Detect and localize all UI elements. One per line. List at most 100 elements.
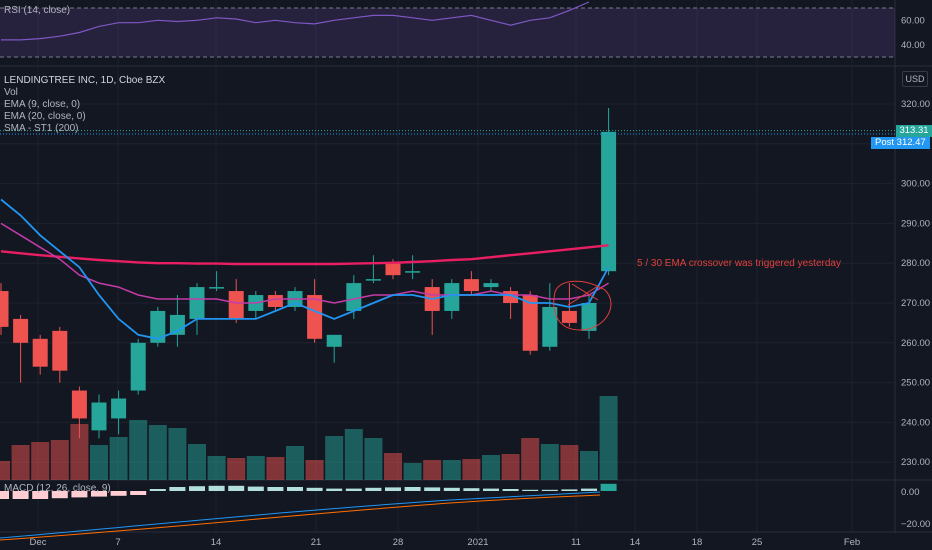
annotation-circle (553, 280, 612, 331)
x-axis-label: 7 (115, 537, 120, 548)
volume-bar (344, 429, 363, 480)
price-tick-label: 290.00 (901, 218, 930, 229)
volume-bar (11, 445, 30, 480)
candle-body (561, 310, 577, 323)
volume-bar (266, 457, 285, 480)
macd-histogram-bar (12, 491, 29, 499)
volume-bar (246, 456, 265, 480)
price-tick-label: 320.00 (901, 99, 930, 110)
volume-bar (403, 463, 422, 480)
volume-bar (90, 445, 108, 480)
price-tick-label: 270.00 (901, 298, 930, 309)
macd-histogram-bar (443, 487, 460, 491)
macd-histogram-bar (306, 487, 323, 491)
volume-bar (364, 438, 383, 480)
volume-bar (129, 420, 148, 480)
volume-bar (50, 440, 69, 480)
macd-histogram-bar (365, 487, 382, 491)
macd-histogram-bar (32, 491, 49, 499)
ema9-legend: EMA (9, close, 0) (4, 99, 81, 110)
candle-body (405, 271, 421, 273)
ema20-legend: EMA (20, close, 0) (4, 111, 86, 122)
candle-body (52, 330, 68, 371)
volume-bar (31, 442, 50, 480)
candle-body (0, 291, 9, 327)
macd-tick-label: −20.00 (901, 519, 930, 530)
volume-bar (325, 436, 344, 480)
x-axis-label: 18 (692, 537, 703, 548)
volume-bar (560, 445, 579, 480)
candle-body (522, 295, 538, 351)
macd-signal-line (0, 494, 601, 541)
x-axis-label: 25 (752, 537, 763, 548)
candle-body (365, 279, 381, 281)
macd-histogram-bar (345, 488, 362, 491)
crossover-note: 5 / 30 EMA crossover was triggered yeste… (637, 258, 841, 269)
volume-bar (227, 458, 246, 480)
price-tick-label: 260.00 (901, 338, 930, 349)
candle-body (13, 318, 29, 343)
macd-histogram-bar (189, 486, 205, 491)
macd-histogram-bar (110, 491, 127, 496)
candle-body (601, 131, 617, 272)
macd-histogram-bar (541, 489, 558, 491)
rsi-tick-label: 40.00 (901, 40, 925, 51)
currency-button[interactable]: USD (902, 71, 928, 87)
volume-bar (501, 454, 520, 480)
rsi-line (1, 1, 590, 41)
candle-body (91, 402, 107, 431)
volume-bar (599, 396, 618, 480)
macd-histogram-bar (228, 485, 245, 491)
x-axis-label: 21 (311, 537, 322, 548)
symbol-title: LENDINGTREE INC, 1D, Cboe BZX (4, 75, 166, 86)
volume-bar (148, 425, 167, 480)
x-axis-label: Feb (844, 537, 860, 548)
macd-histogram-bar (247, 486, 264, 491)
macd-histogram-bar (600, 483, 617, 491)
candle-body (71, 390, 87, 419)
macd-histogram-bar (0, 491, 9, 499)
volume-bar (521, 438, 540, 480)
sma200-line (0, 244, 609, 266)
annotation-stroke (571, 283, 599, 301)
volume-bar (0, 461, 10, 480)
macd-histogram-bar (404, 487, 421, 491)
macd-histogram-bar (522, 489, 539, 491)
price-tick-label: 240.00 (901, 417, 930, 428)
volume-bar (540, 444, 559, 480)
volume-bar (109, 437, 128, 480)
candle-body (228, 291, 244, 319)
candle-body (307, 295, 323, 339)
volume-bar (188, 444, 206, 480)
x-axis-label: Dec (30, 537, 47, 548)
candle-body (385, 263, 401, 276)
candle-body (444, 283, 460, 311)
volume-bar (70, 424, 89, 480)
volume-bar (482, 455, 500, 480)
macd-histogram-bar (169, 487, 186, 491)
candle-body (111, 398, 127, 419)
macd-histogram-bar (463, 488, 480, 491)
post-label: Post (875, 137, 895, 148)
volume-bar (462, 459, 481, 480)
macd-histogram-bar (91, 491, 107, 497)
price-tick-label: 250.00 (901, 378, 930, 389)
post-market-tag: Post 312.47 (871, 137, 930, 149)
macd-histogram-bar (51, 491, 68, 499)
candle-body (32, 338, 48, 367)
macd-histogram-bar (581, 488, 597, 491)
candlesticks (0, 107, 617, 439)
volume-bar (207, 456, 226, 480)
macd-tick-label: 0.00 (901, 487, 920, 498)
candle-body (581, 303, 597, 331)
macd-histogram-bar (483, 488, 499, 491)
x-axis-label: 2021 (467, 537, 488, 548)
last-price-tag: 313.31 (896, 125, 932, 137)
x-axis-label: 11 (571, 537, 581, 548)
macd-histogram-bar (130, 491, 147, 495)
macd-histogram-bar (149, 489, 166, 491)
candle-body (130, 342, 146, 391)
x-axis-label: 14 (211, 537, 222, 548)
candle-body (267, 295, 283, 307)
